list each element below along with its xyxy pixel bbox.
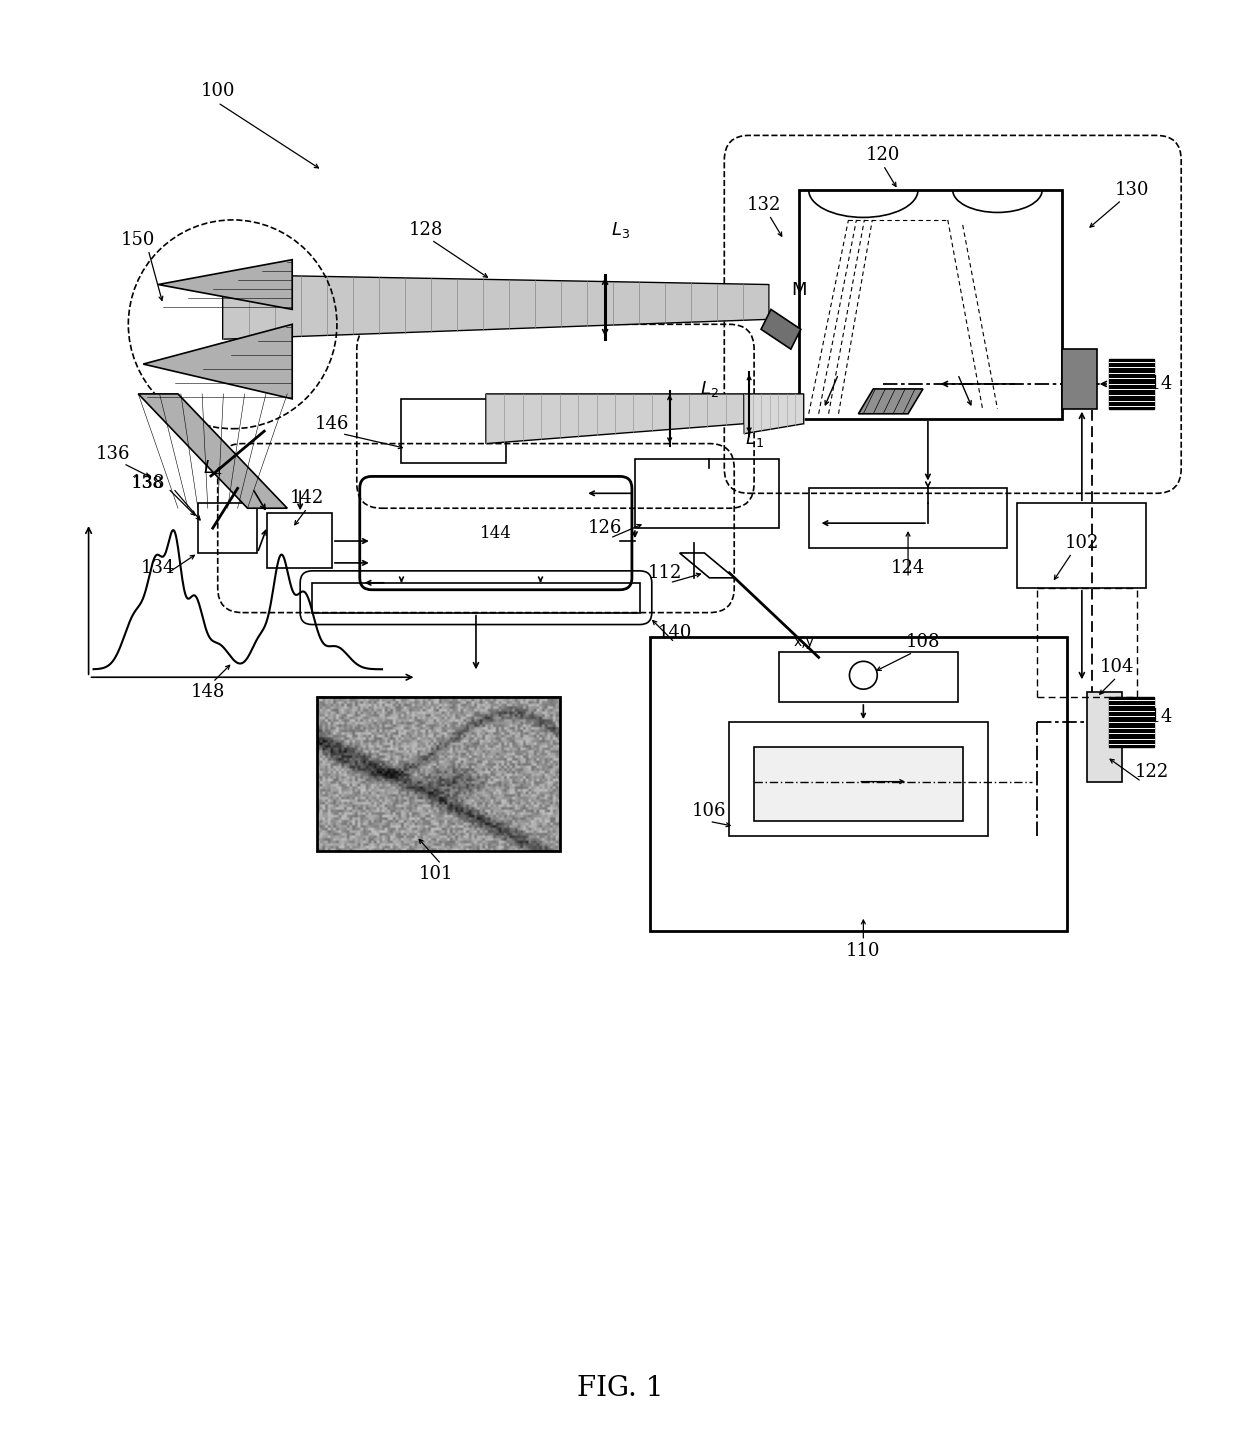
- Bar: [1061, 349, 1096, 408]
- Text: 110: 110: [846, 941, 880, 960]
- Text: 120: 120: [866, 147, 900, 164]
- Bar: [1086, 693, 1122, 782]
- Polygon shape: [858, 389, 923, 414]
- Polygon shape: [1110, 697, 1154, 747]
- Text: 101: 101: [419, 865, 454, 884]
- Text: 144: 144: [480, 525, 512, 542]
- Text: 138: 138: [133, 474, 164, 491]
- Text: $L_1$: $L_1$: [745, 428, 764, 448]
- Bar: [650, 638, 1066, 931]
- Bar: [402, 399, 506, 464]
- Text: 104: 104: [1100, 658, 1133, 677]
- Text: 128: 128: [409, 221, 444, 239]
- Polygon shape: [680, 553, 734, 578]
- Polygon shape: [144, 325, 293, 399]
- Text: 112: 112: [647, 563, 682, 582]
- Text: 134: 134: [141, 559, 175, 576]
- Text: 126: 126: [588, 519, 622, 537]
- Bar: [754, 747, 962, 822]
- Text: 108: 108: [905, 634, 940, 651]
- Text: 122: 122: [1135, 763, 1168, 780]
- Text: 148: 148: [191, 683, 224, 701]
- Polygon shape: [138, 394, 288, 509]
- Bar: [799, 190, 1061, 418]
- Bar: [1017, 503, 1147, 588]
- Bar: [198, 503, 258, 553]
- Text: 146: 146: [315, 415, 350, 433]
- Text: 132: 132: [746, 195, 781, 214]
- Bar: [312, 583, 640, 612]
- Text: $L_3$: $L_3$: [610, 220, 630, 240]
- Bar: [808, 489, 1007, 547]
- Text: $L_2$: $L_2$: [701, 379, 719, 399]
- Text: M: M: [791, 280, 806, 299]
- Text: 142: 142: [290, 489, 324, 507]
- Polygon shape: [159, 260, 293, 309]
- Polygon shape: [1110, 359, 1154, 408]
- Text: 100: 100: [201, 82, 234, 99]
- Bar: [729, 721, 987, 836]
- Text: 106: 106: [692, 802, 727, 821]
- Text: FIG. 1: FIG. 1: [577, 1375, 663, 1401]
- Text: x,y: x,y: [794, 635, 815, 650]
- Polygon shape: [761, 309, 801, 349]
- Text: $P_1$: $P_1$: [248, 285, 267, 305]
- Text: 130: 130: [1115, 181, 1148, 200]
- Bar: [779, 652, 957, 703]
- Polygon shape: [744, 394, 804, 434]
- Text: 140: 140: [657, 624, 692, 641]
- Text: 124: 124: [890, 559, 925, 576]
- Polygon shape: [486, 394, 744, 444]
- Text: 102: 102: [1065, 535, 1099, 552]
- Bar: [635, 458, 779, 529]
- Text: 114: 114: [1140, 708, 1173, 726]
- Text: 114: 114: [1140, 375, 1173, 392]
- Text: 150: 150: [122, 231, 155, 249]
- Bar: [268, 513, 332, 568]
- Bar: [317, 697, 560, 851]
- Polygon shape: [223, 274, 769, 339]
- Text: 138: 138: [131, 474, 165, 493]
- Text: 136: 136: [97, 444, 130, 463]
- Text: $L_4$: $L_4$: [203, 458, 222, 479]
- Text: $P_2$: $P_2$: [223, 343, 242, 364]
